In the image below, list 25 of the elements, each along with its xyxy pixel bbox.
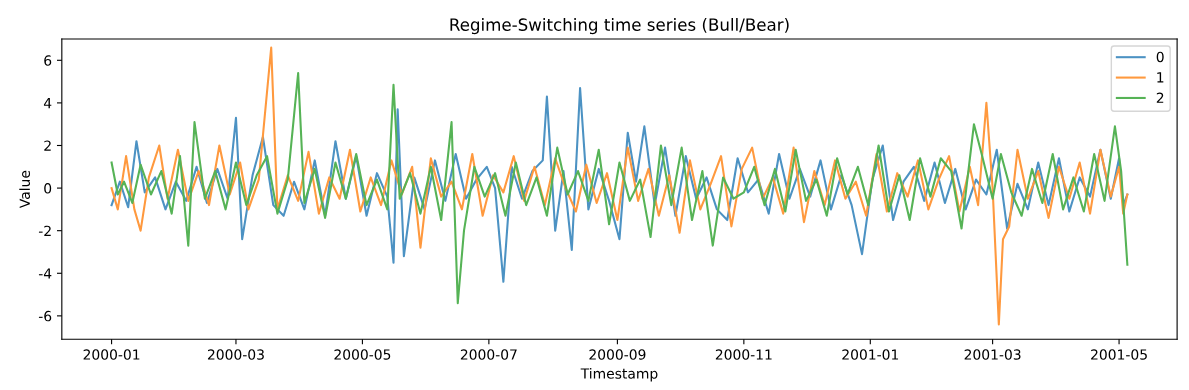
x-tick-label: 2000-07 — [460, 349, 517, 360]
x-tick-label: 2000-01 — [83, 349, 140, 360]
x-tick-label: 2001-03 — [964, 349, 1021, 360]
y-tick-label: 0 — [44, 183, 52, 194]
y-axis-title: Value — [19, 170, 31, 209]
y-tick-label: -4 — [38, 268, 52, 279]
line-series — [110, 72, 1129, 305]
x-tick-label: 2001-01 — [842, 349, 899, 360]
line-series — [110, 46, 1129, 326]
x-tick-label: 2000-09 — [589, 349, 646, 360]
line-series — [110, 86, 1129, 283]
x-tick-label: 2001-05 — [1091, 349, 1147, 360]
y-tick-label: -6 — [38, 310, 52, 322]
legend-label: 2 — [1156, 92, 1164, 103]
x-axis-title: Timestamp — [580, 368, 658, 382]
x-tick-label: 2000-11 — [715, 349, 772, 360]
legend-label: 1 — [1157, 72, 1164, 83]
y-tick-label: 4 — [43, 98, 52, 109]
chart-title: Regime-Switching time series (Bull/Bear) — [450, 18, 789, 35]
x-tick-label: 2000-05 — [334, 349, 391, 360]
y-tick-label: 2 — [44, 140, 51, 151]
x-tick-label: 2000-03 — [207, 349, 264, 360]
y-tick-label: -2 — [38, 225, 51, 236]
legend-label: 0 — [1156, 51, 1164, 63]
y-tick-label: 6 — [44, 55, 52, 66]
